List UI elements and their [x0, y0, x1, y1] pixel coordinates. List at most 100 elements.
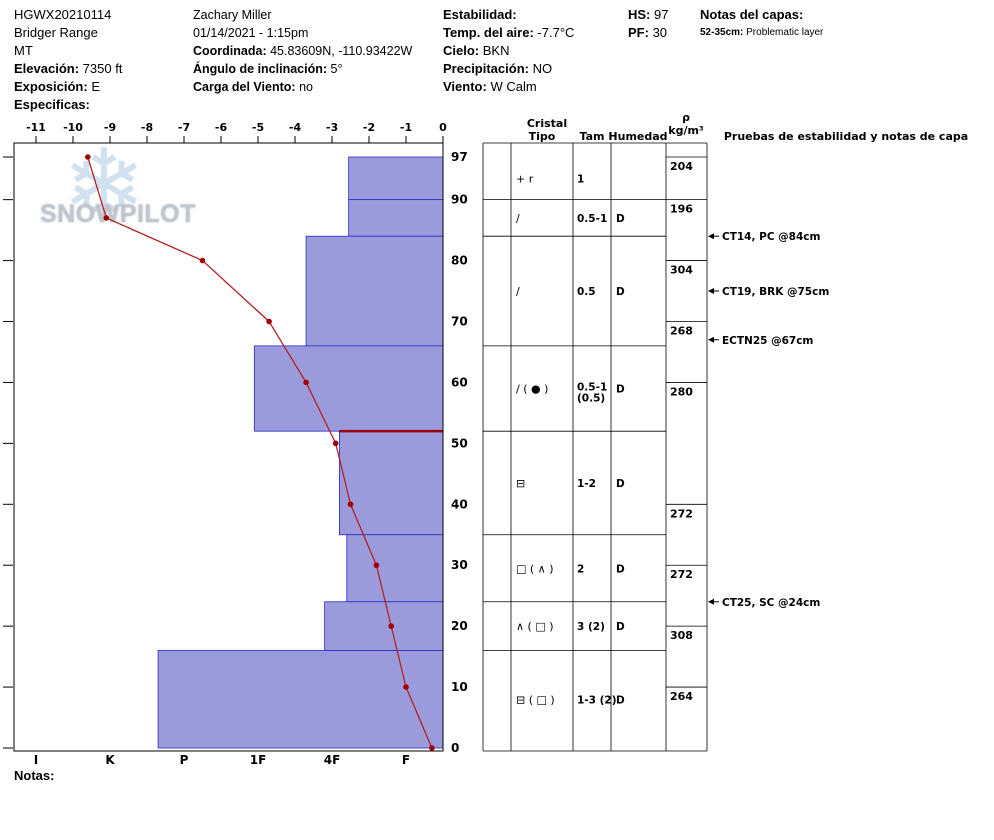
temperature-point [103, 215, 110, 221]
layer-table-rows: + r 1 ∕ 0.5-1 D ∕ 0.5 D ∕ ( ● ) 0.5-1 (0.5) D ⊟ 1-2 D □… [516, 172, 625, 706]
temp-tick-label: -11 [26, 121, 46, 134]
temp-tick-label: -6 [215, 121, 228, 134]
state-name: MT [14, 43, 33, 58]
hardness-bar [348, 156, 444, 201]
aspect-value: E [91, 79, 100, 94]
temperature-point [266, 318, 272, 325]
wind-value: W Calm [490, 79, 537, 94]
grain-size-cell: 1 [577, 173, 584, 185]
temp-tick-label: -7 [178, 121, 190, 134]
moisture-cell: D [616, 286, 625, 298]
hardness-bar [324, 601, 444, 651]
layer-notes-label: Notas del capas: [700, 7, 804, 22]
moisture-cell: D [616, 384, 625, 396]
grain-type-cell: ⊟ [516, 477, 525, 490]
header-totals-column: HS: 97 PF: 30 [628, 6, 668, 42]
temperature-point [373, 562, 380, 569]
temperature-point [388, 623, 395, 629]
sky-value: BKN [482, 43, 510, 58]
cristal-header: Cristal [527, 117, 567, 130]
header-location-column: HGWX20210114 Bridger Range MT Elevación:… [14, 6, 122, 114]
depth-tick-label: 30 [451, 558, 468, 572]
hardness-bars [157, 156, 444, 749]
test-note-label: CT19, BRK @75cm [722, 286, 829, 298]
layer-note-row: 52-35cm: Problematic layer [700, 24, 823, 42]
grain-size-cell: 2 [577, 563, 584, 575]
density-value: 264 [670, 690, 693, 703]
depth-tick-label: 97 [451, 150, 468, 164]
specifics-label: Especificas: [14, 97, 90, 112]
grain-size-cell: 0.5 [577, 286, 596, 298]
slope-angle-label: Ángulo de inclinación: [193, 62, 328, 76]
tests-header: Pruebas de estabilidad y notas de capa [724, 130, 968, 143]
slope-angle-row: Ángulo de inclinación: 5° [193, 60, 412, 78]
depth-tick-label: 20 [451, 619, 468, 633]
plot-frame [13, 142, 444, 752]
temp-tick-label: -1 [400, 121, 412, 134]
hardness-bar [157, 650, 444, 749]
moisture-cell: D [616, 213, 625, 225]
grain-type-cell: + r [516, 172, 534, 185]
note-arrow-icon [708, 336, 714, 343]
header-observer-column: Zachary Miller 01/14/2021 - 1:15pm Coord… [193, 6, 412, 96]
density-values: 204 196 304 268 280 272 272 308 264 [670, 160, 693, 703]
grain-type-cell: □ ( ∧ ) [516, 562, 554, 575]
hardness-tick-label: P [180, 753, 189, 767]
precip-value: NO [532, 61, 553, 76]
air-temp-value: -7.7°C [537, 25, 575, 40]
density-value: 196 [670, 203, 693, 216]
hardness-bar [338, 430, 444, 536]
wind-loading-label: Carga del Viento: [193, 80, 296, 94]
temp-tick-label: -2 [363, 121, 375, 134]
density-units-header: kg/m³ [668, 124, 704, 137]
density-value: 268 [670, 325, 693, 338]
test-note-label: CT14, PC @84cm [722, 231, 821, 243]
density-value: 308 [670, 629, 693, 642]
temperature-profile [85, 154, 435, 751]
specifics-row: Especificas: [14, 96, 122, 114]
depth-tick-label: 80 [451, 254, 468, 268]
temp-tick-label: -4 [289, 121, 302, 134]
wind-label: Viento: [443, 79, 487, 94]
aspect-row: Exposición: E [14, 78, 122, 96]
hs-value: 97 [654, 7, 669, 22]
layer-note-range: 52-35cm: [700, 27, 744, 38]
coordinates-row: Coordinada: 45.83609N, -110.93422W [193, 42, 412, 60]
header-layer-notes-column: Notas del capas: 52-35cm: Problematic la… [700, 6, 823, 42]
temp-tick-label: -3 [326, 121, 338, 134]
elevation-label: Elevación: [14, 61, 80, 76]
note-arrow-icon [708, 288, 714, 295]
grain-type-cell: ∕ [516, 212, 520, 225]
tam-header: Tam [580, 130, 605, 143]
slope-angle-value: 5° [330, 62, 343, 76]
depth-tick-label: 40 [451, 497, 468, 511]
temp-tick-label: -5 [252, 121, 264, 134]
depth-tick-label: 70 [451, 315, 468, 329]
observation-datetime: 01/14/2021 - 1:15pm [193, 26, 309, 40]
wind-row: Viento: W Calm [443, 78, 574, 96]
wind-loading-row: Carga del Viento: no [193, 78, 412, 96]
aspect-label: Exposición: [14, 79, 88, 94]
observer-name: Zachary Miller [193, 8, 272, 22]
humedad-header: Humedad [608, 130, 667, 143]
grain-size-cell: 1-2 [577, 478, 596, 490]
layer-note-text: Problematic layer [746, 27, 824, 38]
hardness-bar [253, 345, 444, 432]
hs-row: HS: 97 [628, 6, 668, 24]
pf-label: PF: [628, 25, 649, 40]
hardness-bar [346, 534, 444, 603]
temp-tick-label: -10 [63, 121, 83, 134]
grain-size-cell: 0.5-1 [577, 213, 607, 225]
range-name: Bridger Range [14, 25, 98, 40]
air-temp-label: Temp. del aire: [443, 25, 534, 40]
hardness-axis: I K P 1F 4F F [34, 753, 410, 767]
note-arrow-icon [708, 233, 714, 240]
temperature-point [303, 379, 309, 386]
density-value: 304 [670, 264, 693, 277]
precip-row: Precipitación: NO [443, 60, 574, 78]
density-value: 272 [670, 507, 693, 520]
hs-label: HS: [628, 7, 651, 22]
grain-type-cell: ∕ ( ● ) [516, 383, 548, 396]
